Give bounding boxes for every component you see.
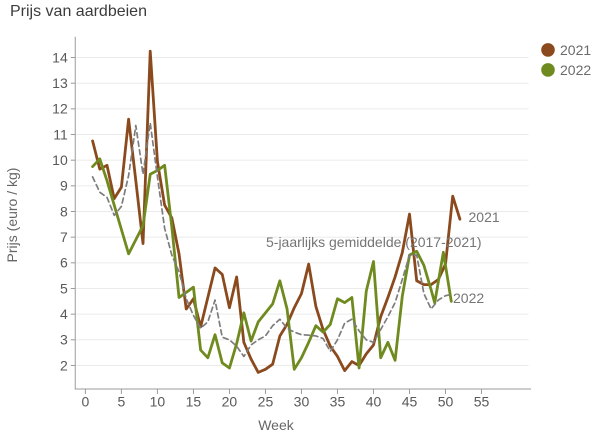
y-tick-label-10: 10: [52, 152, 68, 168]
x-axis-title: Week: [258, 417, 295, 433]
y-tick-label-7: 7: [60, 229, 68, 245]
series-line-5-jaarlijks-gemiddelde-2017-2021-: [91, 122, 450, 358]
annotation-avg-label: 5-jaarlijks gemiddelde (2017-2021): [266, 234, 482, 250]
legend-marker-2022[interactable]: [541, 63, 555, 77]
y-tick-label-14: 14: [52, 49, 68, 65]
legend-marker-2021[interactable]: [541, 43, 555, 57]
y-tick-label-4: 4: [60, 306, 68, 322]
x-tick-label-35: 35: [330, 394, 346, 410]
series-line-2022: [91, 157, 453, 371]
x-tick-label-50: 50: [438, 394, 454, 410]
y-tick-label-11: 11: [53, 126, 68, 142]
x-tick-label-5: 5: [118, 394, 126, 410]
x-tick-label-20: 20: [222, 394, 238, 410]
x-tick-label-15: 15: [186, 394, 202, 410]
y-tick-label-8: 8: [60, 203, 68, 219]
annotation-label-2022: 2022: [453, 290, 484, 306]
y-tick-label-2: 2: [60, 357, 68, 373]
y-tick-label-5: 5: [60, 280, 68, 296]
x-tick-label-30: 30: [294, 394, 310, 410]
x-tick-label-55: 55: [474, 394, 490, 410]
legend-label-2021[interactable]: 2021: [560, 42, 591, 58]
x-tick-label-25: 25: [258, 394, 274, 410]
series-line-2021: [91, 49, 462, 374]
x-tick-label-45: 45: [402, 394, 418, 410]
y-axis-title: Prijs (euro / kg): [4, 168, 20, 263]
y-tick-label-12: 12: [52, 101, 68, 117]
y-tick-label-9: 9: [60, 178, 68, 194]
x-tick-label-40: 40: [366, 394, 382, 410]
chart-title: Prijs van aardbeien: [10, 3, 147, 20]
x-tick-label-0: 0: [81, 394, 89, 410]
annotation-label-2021: 2021: [469, 209, 500, 225]
x-tick-label-10: 10: [150, 394, 166, 410]
y-tick-label-3: 3: [60, 332, 68, 348]
legend-label-2022[interactable]: 2022: [560, 62, 591, 78]
y-tick-label-6: 6: [60, 255, 68, 271]
y-tick-label-13: 13: [52, 75, 68, 91]
